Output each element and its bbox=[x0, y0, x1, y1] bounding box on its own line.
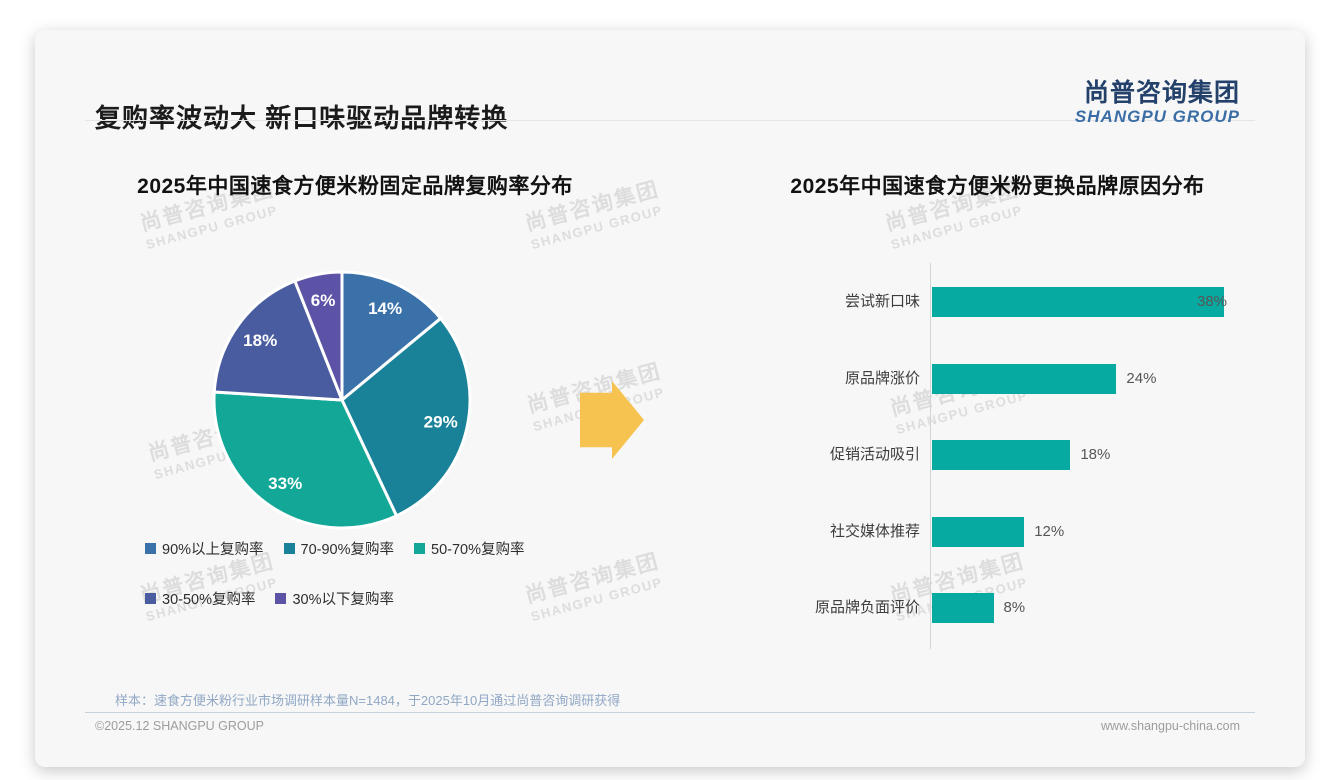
pie-legend: 90%以上复购率 70-90%复购率 50-70%复购率 30-50%复购率 30%以下… bbox=[145, 538, 593, 609]
bar-category-label: 原品牌负面评价 bbox=[814, 599, 920, 616]
legend-item: 70-90%复购率 bbox=[283, 538, 395, 559]
legend-label: 50-70%复购率 bbox=[431, 542, 525, 558]
copyright-text: ©2025.12 SHANGPU GROUP bbox=[95, 719, 264, 733]
logo-english-name: SHANGPU GROUP bbox=[1074, 106, 1240, 126]
slide-content: 复购率波动大 新口味驱动品牌转换 尚普咨询集团 SHANGPU GROUP 20… bbox=[35, 30, 1305, 767]
pie-slice-4 bbox=[212, 279, 344, 402]
bar bbox=[932, 593, 994, 623]
footer-divider bbox=[85, 712, 1255, 713]
website-url: www.shangpu-china.com bbox=[1101, 719, 1240, 733]
legend-item: 30%以下复购率 bbox=[275, 588, 394, 609]
bar-row: 原品牌涨价 24% bbox=[740, 363, 1270, 394]
bar-row: 原品牌负面评价 8% bbox=[740, 593, 1270, 623]
legend-label: 30%以下复购率 bbox=[292, 592, 395, 608]
bar-value-label: 18% bbox=[1080, 446, 1111, 463]
company-logo: 尚普咨询集团 SHANGPU GROUP bbox=[1074, 79, 1240, 126]
sample-footnote: 样本：速食方便米粉行业市场调研样本量N=1484，于2025年10月通过尚普咨询… bbox=[115, 693, 621, 708]
bar-row: 社交媒体推荐 12% bbox=[740, 516, 1270, 547]
bar-value-label: 38% bbox=[1197, 293, 1228, 310]
report-slide: 尚普咨询集团 SHANGPU GROUP 尚普咨询集团 SHANGPU GROUP 尚普… bbox=[35, 30, 1305, 767]
bar bbox=[932, 287, 1224, 317]
pie-slice-label: 33% bbox=[268, 474, 302, 493]
repurchase-rate-pie-chart: 14% 29% 33% 18% 6% bbox=[212, 270, 472, 530]
title-divider bbox=[85, 120, 1255, 121]
legend-item: 90%以上复购率 bbox=[145, 538, 264, 559]
bar-category-label: 社交媒体推荐 bbox=[829, 522, 920, 540]
legend-marker bbox=[283, 543, 295, 554]
bar-value-label: 8% bbox=[1003, 599, 1026, 616]
pie-slice-label: 29% bbox=[424, 413, 458, 432]
legend-label: 30-50%复购率 bbox=[162, 592, 256, 608]
pie-chart-title: 2025年中国速食方便米粉固定品牌复购率分布 bbox=[137, 175, 573, 198]
bar-row: 促销活动吸引 18% bbox=[740, 440, 1270, 470]
right-arrow-icon bbox=[580, 381, 644, 459]
legend-marker bbox=[414, 543, 426, 554]
bar bbox=[932, 440, 1071, 470]
bar bbox=[932, 516, 1025, 547]
bar-row: 尝试新口味 38% bbox=[740, 287, 1270, 317]
legend-marker bbox=[145, 543, 156, 554]
legend-label: 90%以上复购率 bbox=[162, 542, 264, 558]
legend-item: 30-50%复购率 bbox=[145, 588, 255, 609]
pie-slice-label: 14% bbox=[368, 299, 402, 318]
bar-category-label: 促销活动吸引 bbox=[829, 446, 920, 463]
logo-chinese-name: 尚普咨询集团 bbox=[1083, 79, 1240, 107]
bar-category-label: 尝试新口味 bbox=[844, 293, 920, 310]
pie-slice-1 bbox=[340, 270, 443, 402]
pie-slice-5 bbox=[293, 270, 344, 402]
page-title: 复购率波动大 新口味驱动品牌转换 bbox=[95, 103, 509, 133]
pie-slice-label: 18% bbox=[243, 331, 277, 350]
legend-label: 70-90%复购率 bbox=[300, 542, 395, 558]
pie-slice-3 bbox=[212, 390, 398, 530]
pie-slice-label: 6% bbox=[311, 291, 336, 310]
bar-category-label: 原品牌涨价 bbox=[844, 369, 920, 387]
brand-switch-reason-bar-chart: 尝试新口味 38% 原品牌涨价 24% 促销活动吸引 18% 社交媒体推荐 12% 原品牌负面评… bbox=[740, 263, 1270, 653]
bar-chart-axis-line bbox=[930, 263, 931, 649]
bar bbox=[932, 363, 1117, 394]
legend-marker bbox=[275, 593, 287, 604]
bar-value-label: 24% bbox=[1126, 369, 1157, 387]
legend-marker bbox=[145, 593, 156, 604]
legend-item: 50-70%复购率 bbox=[414, 538, 525, 559]
bar-value-label: 12% bbox=[1034, 522, 1065, 540]
bar-chart-title: 2025年中国速食方便米粉更换品牌原因分布 bbox=[790, 175, 1205, 198]
